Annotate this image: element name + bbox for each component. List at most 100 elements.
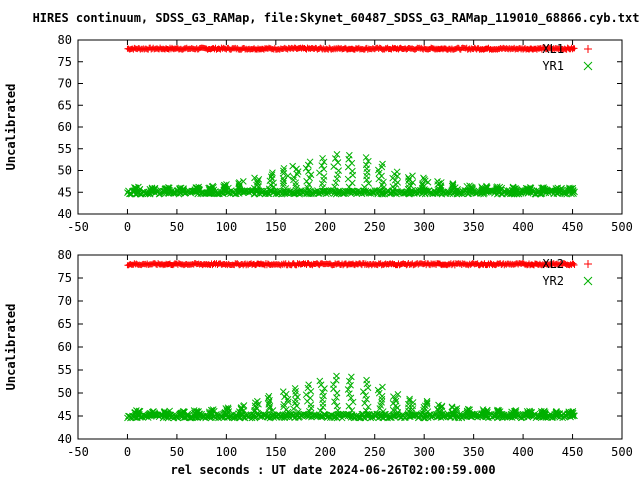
data-point <box>166 407 174 415</box>
data-point <box>306 394 314 402</box>
data-point <box>251 402 259 410</box>
data-point <box>321 187 329 195</box>
data-point <box>362 392 370 399</box>
data-point <box>435 401 442 409</box>
y-tick-label: 40 <box>58 432 72 446</box>
data-point <box>359 388 367 395</box>
data-point <box>317 407 324 415</box>
data-point <box>179 408 187 415</box>
data-point <box>291 385 299 392</box>
data-point <box>409 172 416 180</box>
chart-title: HIRES continuum, SDSS_G3_RAMap, file:Sky… <box>33 11 640 26</box>
data-point <box>526 407 533 415</box>
data-point <box>280 177 288 185</box>
data-point <box>380 178 387 186</box>
data-point <box>266 403 274 410</box>
data-point <box>319 396 326 404</box>
data-point <box>195 183 203 191</box>
y-tick-label: 50 <box>58 386 72 400</box>
x-tick-label: 250 <box>364 445 386 459</box>
data-point <box>566 184 573 192</box>
data-point <box>377 187 385 195</box>
data-point <box>540 407 548 415</box>
data-point <box>498 184 506 192</box>
data-point <box>331 398 338 406</box>
x-tick-label: 0 <box>124 220 131 234</box>
data-point <box>567 408 575 416</box>
data-point <box>345 183 353 191</box>
data-point <box>466 406 473 414</box>
x-tick-label: 450 <box>562 445 584 459</box>
data-point <box>370 189 378 196</box>
data-point <box>361 399 369 407</box>
data-point <box>293 165 300 173</box>
data-point <box>540 184 547 191</box>
y-tick-label: 45 <box>58 409 72 423</box>
x-tick-label: 150 <box>265 220 287 234</box>
data-point <box>362 161 370 169</box>
x-tick-label: 250 <box>364 220 386 234</box>
data-point <box>571 262 578 269</box>
data-point <box>479 406 487 413</box>
data-point <box>306 158 314 166</box>
data-point <box>333 402 341 410</box>
data-point <box>304 161 312 169</box>
data-point <box>319 388 326 396</box>
data-point <box>164 184 172 191</box>
data-point <box>302 164 310 172</box>
data-point <box>463 182 471 190</box>
data-point <box>223 181 230 188</box>
data-point <box>169 189 177 197</box>
data-point <box>437 179 445 186</box>
data-point <box>193 407 200 415</box>
data-point <box>253 397 261 405</box>
y-tick-label: 75 <box>58 271 72 285</box>
plot-panel-2: -50 0 50 100 150 200 250 300 350 400 450 500 40 45 50 5… <box>4 248 633 459</box>
data-point <box>364 384 372 392</box>
data-point <box>538 184 545 192</box>
data-point <box>496 183 504 191</box>
data-point <box>345 151 353 159</box>
data-point <box>291 399 299 407</box>
data-point <box>526 184 534 191</box>
data-point <box>209 182 217 190</box>
data-point <box>404 185 412 193</box>
data-point <box>209 406 217 413</box>
data-point <box>569 408 577 415</box>
data-point <box>349 398 357 406</box>
data-point <box>363 376 370 384</box>
data-point <box>148 184 156 192</box>
data-point <box>294 393 301 401</box>
data-point <box>318 180 326 188</box>
x-tick-label: 150 <box>265 445 287 459</box>
data-point <box>423 400 431 408</box>
series-xl1 <box>124 44 578 53</box>
data-point <box>339 190 347 197</box>
y-tick-label: 65 <box>58 98 72 112</box>
data-point <box>363 395 370 403</box>
data-point <box>285 398 292 406</box>
data-point <box>362 407 370 415</box>
data-point <box>240 402 248 409</box>
x-tick-label: 0 <box>124 445 131 459</box>
data-point <box>334 171 342 179</box>
data-point <box>320 165 328 173</box>
data-point <box>347 381 354 389</box>
data-point <box>268 171 276 179</box>
data-point <box>135 183 142 191</box>
data-point <box>292 396 299 404</box>
data-point <box>305 407 313 415</box>
data-point <box>483 182 490 190</box>
data-point <box>253 405 261 413</box>
data-point <box>348 159 356 167</box>
x-tick-label: 100 <box>216 445 238 459</box>
data-point <box>464 405 472 413</box>
data-point <box>318 162 326 169</box>
x-tick-label: 300 <box>413 445 435 459</box>
data-point <box>374 386 382 394</box>
data-point <box>239 178 247 185</box>
data-point <box>305 168 312 175</box>
y-tick-label: 55 <box>58 142 72 156</box>
data-point <box>320 158 328 166</box>
